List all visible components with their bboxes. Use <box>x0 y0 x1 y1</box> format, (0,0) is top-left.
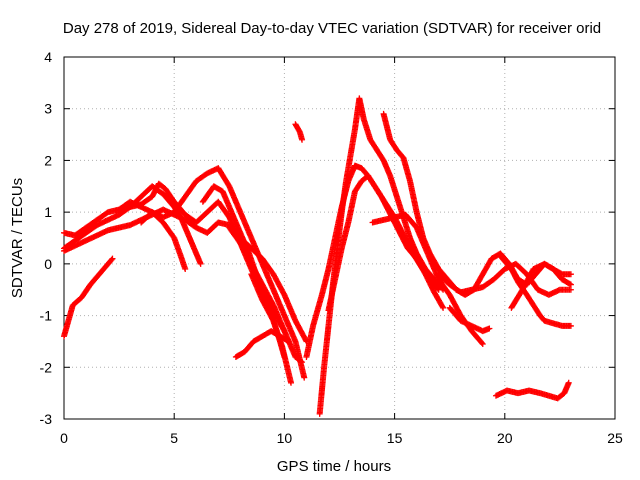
x-tick-label: 10 <box>277 430 293 446</box>
series-track <box>138 209 189 273</box>
data-points <box>61 95 574 417</box>
series-track <box>446 304 493 335</box>
data-point <box>197 260 204 267</box>
x-tick-label: 5 <box>170 430 178 446</box>
data-point <box>567 281 574 288</box>
y-tick-label: 4 <box>44 49 52 65</box>
y-tick-labels: -3 -2 -1 0 1 2 3 4 <box>40 49 53 427</box>
series-track <box>232 328 292 360</box>
data-point <box>440 304 447 311</box>
x-tick-label: 20 <box>497 430 513 446</box>
x-tick-label: 15 <box>387 430 403 446</box>
data-point <box>108 256 115 263</box>
y-tick-label: 2 <box>44 152 52 168</box>
data-point <box>486 325 493 332</box>
y-axis-label: SDTVAR / TECUs <box>9 178 26 298</box>
series-track <box>508 260 574 311</box>
y-tick-label: -3 <box>40 411 53 427</box>
series-track <box>61 255 116 340</box>
data-point <box>285 338 292 345</box>
x-tick-label: 25 <box>607 430 623 446</box>
data-point <box>567 271 574 278</box>
y-tick-label: 1 <box>44 204 52 220</box>
series-track <box>325 172 447 314</box>
data-point <box>567 286 574 293</box>
data-point <box>182 266 189 273</box>
data-point <box>301 374 308 381</box>
chart-title: Day 278 of 2019, Sidereal Day-to-day VTE… <box>63 20 601 37</box>
x-tick-label: 0 <box>60 430 68 446</box>
data-point <box>567 322 574 329</box>
data-point <box>479 341 486 348</box>
data-point <box>478 340 485 347</box>
data-point <box>281 328 288 335</box>
series-track <box>61 165 308 381</box>
x-axis-label: GPS time / hours <box>277 458 391 475</box>
plot-frame <box>63 56 616 420</box>
y-tick-label: 3 <box>44 101 52 117</box>
y-tick-label: 0 <box>44 256 52 272</box>
axis-ticks <box>63 56 616 420</box>
data-point <box>565 379 572 386</box>
data-point <box>299 136 306 143</box>
y-tick-label: -1 <box>40 308 53 324</box>
series-track <box>292 121 306 143</box>
x-tick-labels: 0 5 10 15 20 25 <box>60 430 623 446</box>
data-point <box>280 326 287 333</box>
data-point <box>109 255 116 262</box>
series-track <box>435 260 574 298</box>
series-track <box>116 183 204 267</box>
data-point <box>439 303 446 310</box>
data-point <box>288 379 295 386</box>
series-track <box>492 379 572 402</box>
y-tick-label: -2 <box>40 359 53 375</box>
